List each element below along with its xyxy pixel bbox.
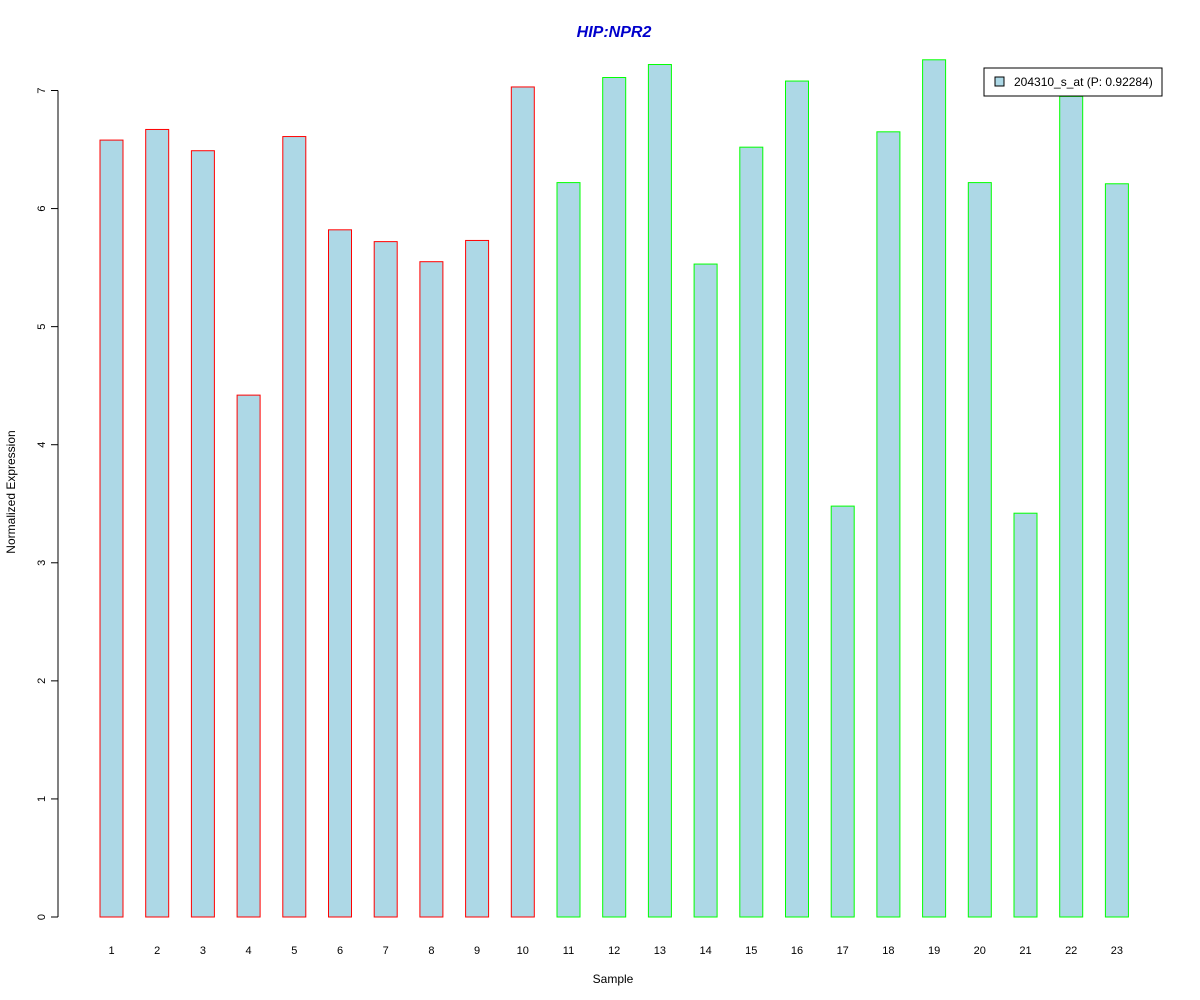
bar-sample-18 [876, 131, 901, 918]
x-tick-label: 11 [563, 945, 574, 957]
y-tick-label: 3 [36, 560, 48, 566]
x-tick-label: 6 [337, 945, 343, 957]
bar-sample-12 [602, 77, 627, 918]
bar-sample-16 [785, 80, 809, 918]
y-tick-label: 7 [36, 87, 48, 93]
x-tick-label: 23 [1111, 945, 1123, 957]
x-tick-label: 5 [291, 945, 297, 957]
y-axis-label: Normalized Expression [4, 430, 18, 553]
x-tick-label: 12 [608, 945, 620, 957]
bar-sample-1 [99, 139, 124, 918]
x-tick-label: 1 [108, 945, 114, 957]
bars-group [99, 59, 1129, 918]
x-tick-label: 18 [882, 945, 894, 957]
bar-sample-10 [510, 86, 535, 918]
x-tick-label: 7 [383, 945, 389, 957]
bar-sample-8 [419, 261, 444, 918]
bar-sample-19 [922, 59, 947, 918]
x-tick-label: 13 [654, 945, 666, 957]
y-tick-label: 2 [36, 678, 48, 684]
bar-sample-9 [465, 239, 490, 918]
x-axis: 1 2 3 4 5 6 7 8 9 10 11 12 13 14 15 16 17 18 19 20 21 22 23 [108, 945, 1123, 957]
x-tick-label: 3 [200, 945, 206, 957]
legend-swatch [994, 76, 1005, 87]
x-tick-label: 4 [246, 945, 252, 957]
y-tick-label: 0 [36, 914, 48, 920]
x-tick-label: 9 [474, 945, 480, 957]
bar-sample-3 [190, 150, 215, 918]
bar-sample-6 [328, 229, 352, 918]
x-tick-label: 19 [928, 945, 940, 957]
x-tick-label: 20 [974, 945, 986, 957]
y-axis: 0 1 2 3 4 5 6 7 [36, 87, 59, 920]
y-tick-label: 4 [36, 442, 48, 448]
bar-sample-2 [145, 128, 170, 918]
legend-label: 204310_s_at (P: 0.92284) [1014, 75, 1153, 89]
bar-sample-21 [1013, 512, 1038, 918]
x-tick-label: 17 [837, 945, 849, 957]
bar-sample-4 [236, 394, 261, 918]
bar-sample-14 [693, 263, 718, 918]
y-tick-label: 1 [36, 796, 48, 802]
x-tick-label: 22 [1065, 945, 1077, 957]
bar-sample-22 [1059, 95, 1084, 918]
x-tick-label: 21 [1019, 945, 1031, 957]
bar-sample-17 [830, 505, 855, 918]
bar-sample-23 [1104, 183, 1129, 918]
x-tick-label: 8 [428, 945, 434, 957]
bar-sample-7 [373, 241, 398, 918]
bar-sample-5 [282, 136, 307, 918]
y-tick-label: 5 [36, 324, 48, 330]
bar-sample-13 [647, 64, 672, 918]
bar-sample-20 [967, 182, 992, 918]
x-tick-label: 15 [745, 945, 757, 957]
x-tick-label: 2 [154, 945, 160, 957]
x-axis-label: Sample [593, 972, 634, 986]
legend-box [983, 67, 1163, 97]
x-tick-label: 14 [699, 945, 711, 957]
x-tick-label: 16 [791, 945, 803, 957]
x-tick-label: 10 [517, 945, 529, 957]
legend: 204310_s_at (P: 0.92284) [983, 67, 1163, 97]
bar-sample-15 [739, 146, 764, 918]
chart-title: HIP:NPR2 [577, 24, 652, 41]
y-tick-label: 6 [36, 206, 48, 212]
bar-sample-11 [556, 182, 581, 918]
